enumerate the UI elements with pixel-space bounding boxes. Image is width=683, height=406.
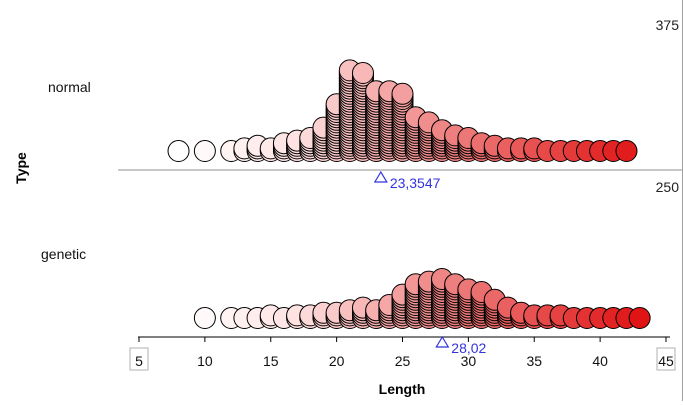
ticks-layer: 5 10 15 20 25 30 35 40 45 [129, 337, 676, 371]
x-range-handle [129, 347, 149, 371]
x-range-handle [656, 347, 676, 371]
x-tick-label: 10 [197, 353, 213, 369]
x-axis-label: Length [379, 381, 426, 397]
category-label-genetic: genetic [41, 246, 86, 262]
data-point-genetic [628, 307, 651, 329]
x-tick-label: 5 [135, 353, 143, 369]
mean-marker-genetic [435, 335, 450, 348]
data-point-normal [167, 140, 190, 162]
data-point-normal [615, 140, 638, 162]
x-tick-label: 45 [658, 353, 674, 369]
x-tick-label: 25 [395, 353, 411, 369]
data-point-normal [391, 82, 414, 105]
category-label-normal: normal [48, 79, 91, 95]
data-point-normal [351, 62, 374, 84]
x-tick-label: 15 [263, 353, 279, 369]
data-point-normal [193, 140, 216, 162]
x-tick-label: 35 [526, 353, 542, 369]
axis-layer: 375 250 normal genetic Type Length [13, 17, 683, 397]
mean-label-normal: 23,3547 [390, 175, 441, 191]
panel-count-genetic: 250 [656, 179, 680, 195]
panel-count-normal: 375 [656, 17, 680, 33]
x-tick-label: 40 [592, 353, 608, 369]
y-axis-label: Type [13, 152, 29, 184]
mean-marker-normal [373, 170, 388, 183]
mean-label-genetic: 28,02 [451, 340, 486, 356]
dots-layer [167, 59, 651, 329]
mean-layer: 23,3547 28,02 [373, 170, 487, 356]
x-tick-label: 30 [461, 353, 477, 369]
data-point-genetic [193, 307, 216, 329]
x-tick-label: 20 [329, 353, 345, 369]
